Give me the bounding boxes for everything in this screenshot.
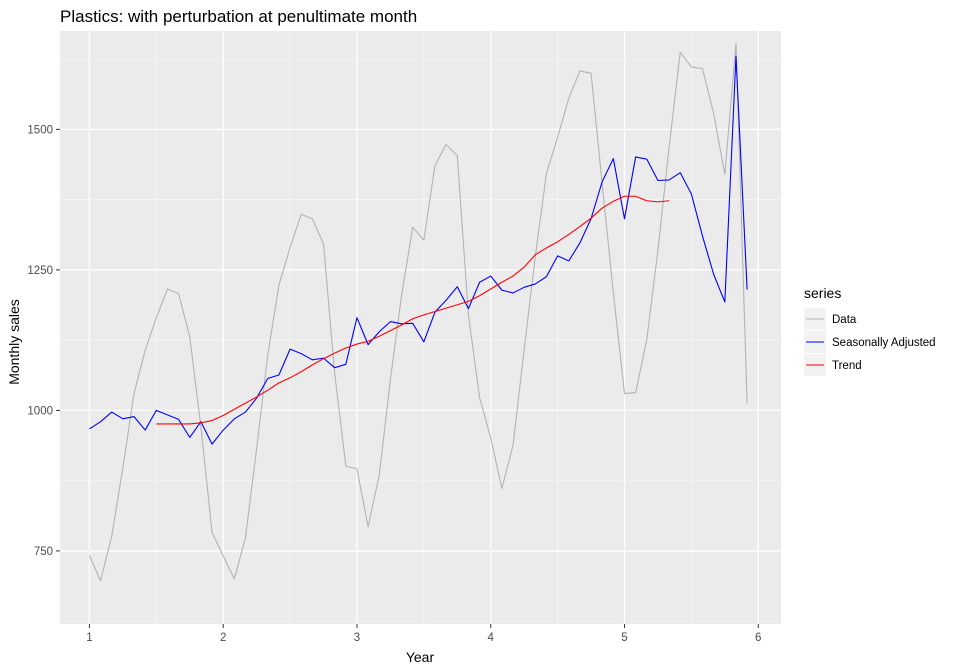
chart-title: Plastics: with perturbation at penultima… <box>60 7 417 26</box>
x-axis-title: Year <box>406 649 435 665</box>
x-tick-label: 6 <box>755 632 761 644</box>
x-tick-label: 4 <box>488 632 495 644</box>
y-tick-label: 1000 <box>27 405 53 417</box>
x-tick-label: 5 <box>621 632 627 644</box>
major-gridlines <box>60 31 781 624</box>
x-tick-label: 2 <box>220 632 226 644</box>
y-tick-label: 750 <box>34 546 53 558</box>
x-axis: 1 2 3 4 5 6 <box>86 624 761 644</box>
y-tick-label: 1500 <box>27 124 53 136</box>
legend-label: Data <box>832 314 857 326</box>
series-line-data <box>88 42 748 582</box>
x-tick-label: 1 <box>86 632 92 644</box>
series-line-seasonally-adjusted <box>89 55 748 445</box>
x-tick-label: 3 <box>354 632 360 644</box>
legend: series Data Seasonally Adjusted Trend <box>804 285 936 376</box>
y-tick-label: 1250 <box>27 265 53 277</box>
series-line-trend <box>156 195 670 425</box>
y-axis: 750 1000 1250 1500 <box>27 124 60 558</box>
legend-label: Seasonally Adjusted <box>832 337 936 349</box>
series-lines <box>88 42 748 582</box>
legend-label: Trend <box>832 360 862 372</box>
y-axis-title: Monthly sales <box>6 299 22 385</box>
legend-title: series <box>804 285 841 301</box>
